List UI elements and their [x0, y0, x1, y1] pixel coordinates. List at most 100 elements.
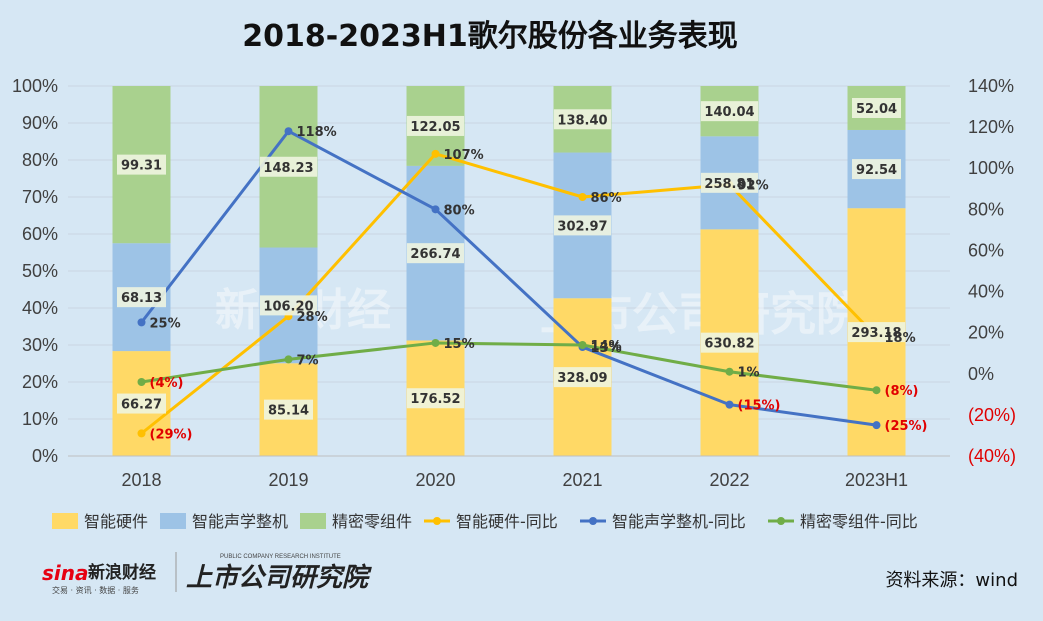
- bar-value-label: 328.09: [557, 371, 607, 386]
- line-data-labels: (29%) 28% 107% 86% 92% 18% 25% 118% 80% 13% (15%) (…: [150, 125, 928, 442]
- bar-value-label: 122.05: [410, 120, 460, 135]
- y-right-tick-label: 40%: [968, 282, 1004, 302]
- line-value-label: 14%: [591, 339, 622, 354]
- bar-label-box: [406, 243, 465, 264]
- bar-label-box: [700, 332, 759, 353]
- bar-label-box: [852, 97, 901, 118]
- line-point: [431, 205, 440, 214]
- sina-logo: sina: [42, 561, 89, 585]
- line-point: [578, 193, 587, 201]
- y-left-tick-label: 30%: [22, 335, 58, 355]
- bar-value-label: 140.04: [704, 105, 754, 120]
- line-series: [137, 127, 881, 438]
- x-tick-label: 2021: [562, 470, 602, 490]
- legend-label: 智能硬件: [84, 512, 148, 531]
- legend-marker: [433, 517, 441, 525]
- bar-value-label: 293.18: [851, 326, 901, 341]
- line-point: [431, 338, 440, 347]
- gridlines: [68, 85, 950, 457]
- line-point: [872, 386, 881, 395]
- bar-label-box: [406, 388, 465, 409]
- y-left-tick-label: 90%: [22, 113, 58, 133]
- y-left-tick-label: 40%: [22, 298, 58, 318]
- y-right-tick-label: 20%: [968, 323, 1004, 343]
- research-institute-en: PUBLIC COMPANY RESEARCH INSTITUTE: [220, 554, 341, 560]
- bar-label-box: [553, 367, 612, 388]
- bar-label-box: [847, 322, 906, 343]
- y-axis-left: 0% 10% 20% 30% 40% 50% 60% 70% 80% 90% 100%: [12, 76, 58, 466]
- y-left-tick-label: 10%: [22, 409, 58, 429]
- bar-data-labels: 66.27 68.13 99.31 85.14 106.20 148.23 176.52 26…: [117, 97, 906, 420]
- line-value-label: (25%): [885, 419, 928, 434]
- y-right-tick-label: 80%: [968, 199, 1004, 219]
- y-left-tick-label: 80%: [22, 150, 58, 170]
- line-value-label: 118%: [297, 125, 337, 140]
- legend-label: 精密零组件-同比: [800, 512, 918, 531]
- bar-label-box: [852, 159, 901, 180]
- series-line: [140, 152, 878, 435]
- legend-label: 精密零组件: [332, 512, 412, 531]
- line-point: [578, 341, 587, 349]
- y-right-tick-label: 0%: [968, 364, 994, 384]
- line-value-label: (15%): [738, 399, 781, 414]
- bar-label-box: [700, 101, 759, 122]
- line-value-label: 86%: [591, 191, 622, 206]
- bar-value-label: 68.13: [121, 291, 162, 306]
- bar-value-label: 99.31: [121, 159, 162, 174]
- line-value-label: (4%): [150, 376, 184, 391]
- line-point: [284, 127, 293, 136]
- y-left-tick-label: 100%: [12, 76, 58, 96]
- line-value-label: 25%: [150, 316, 181, 331]
- bar-label-box: [553, 109, 612, 130]
- x-axis: 2018 2019 2020 2021 2022 2023H1: [68, 455, 950, 490]
- y-right-tick-label: 120%: [968, 117, 1014, 137]
- y-right-tick-label: (40%): [968, 446, 1016, 466]
- y-right-tick-label: 60%: [968, 240, 1004, 260]
- line-value-label: 15%: [444, 337, 475, 352]
- line-value-label: 107%: [444, 148, 484, 163]
- line-point: [137, 429, 146, 438]
- line-value-label: 13%: [591, 341, 622, 356]
- bar-value-label: 266.74: [410, 247, 460, 262]
- y-right-tick-label: 100%: [968, 158, 1014, 178]
- line-value-label: 18%: [885, 331, 916, 346]
- sina-finance-label: 新浪财经: [88, 562, 156, 583]
- legend-label: 智能声学整机: [192, 512, 288, 531]
- y-right-tick-label: 140%: [968, 76, 1014, 96]
- bar-value-label: 138.40: [557, 113, 607, 128]
- bar-label-box: [117, 287, 166, 308]
- legend-swatch: [160, 513, 186, 529]
- y-left-tick-label: 60%: [22, 224, 58, 244]
- bar-value-label: 52.04: [856, 102, 897, 117]
- bar-label-box: [117, 154, 166, 175]
- bar-value-label: 66.27: [121, 398, 162, 413]
- bar-value-label: 630.82: [704, 337, 754, 352]
- bar-label-box: [259, 156, 318, 177]
- legend-label: 智能硬件-同比: [456, 512, 558, 531]
- bar-value-label: 106.20: [263, 299, 313, 314]
- y-left-tick-label: 70%: [22, 187, 58, 207]
- legend-marker: [589, 517, 597, 525]
- legend-swatch: [52, 513, 78, 529]
- sina-finance-subtitle: 交易 · 资讯 · 数据 · 服务: [52, 585, 139, 595]
- chart-title: 2018-2023H1歌尔股份各业务表现: [242, 19, 737, 54]
- y-right-tick-label: (20%): [968, 405, 1016, 425]
- bar-label-box: [117, 393, 166, 414]
- line-value-label: 28%: [297, 310, 328, 325]
- bar-label-box: [264, 399, 313, 420]
- line-value-label: (29%): [150, 427, 193, 442]
- x-tick-label: 2018: [121, 470, 161, 490]
- line-point: [284, 355, 293, 364]
- line-point: [872, 421, 881, 430]
- bar-value-label: 148.23: [263, 161, 313, 176]
- line-point: [725, 400, 734, 409]
- line-point: [137, 318, 146, 327]
- x-tick-label: 2019: [268, 470, 308, 490]
- y-left-tick-label: 50%: [22, 261, 58, 281]
- footer-brand: sina 新浪财经 交易 · 资讯 · 数据 · 服务 PUBLIC COMPA…: [42, 552, 372, 595]
- line-value-label: 80%: [444, 203, 475, 218]
- legend-label: 智能声学整机-同比: [612, 512, 746, 531]
- bar-value-label: 85.14: [268, 404, 309, 419]
- line-point: [725, 367, 734, 376]
